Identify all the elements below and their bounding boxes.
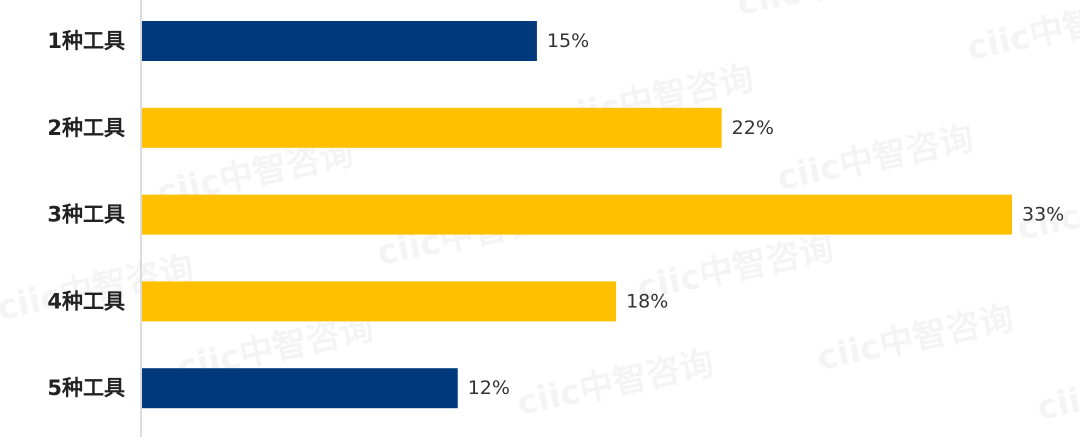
watermark-text: ciic中智咨询 — [1034, 348, 1080, 429]
bars-layer: 1种工具 15% 2种工具 22% 3种工具 33% 4种工具 18% 5种工具 12% — [47, 21, 1064, 409]
value-label: 15% — [547, 30, 589, 52]
value-label: 22% — [732, 117, 774, 139]
bar-3 — [142, 194, 1012, 235]
bar-1 — [142, 21, 537, 61]
watermark-text: ciic中智咨询 — [964, 0, 1080, 69]
bar-2 — [142, 107, 722, 148]
category-label: 1种工具 — [47, 29, 125, 53]
bar-4 — [142, 281, 617, 322]
category-label: 3种工具 — [47, 203, 125, 227]
watermark-text: ciic中智咨询 — [734, 0, 938, 24]
watermark-text: ciic中智咨询 — [814, 298, 1018, 379]
category-label: 2种工具 — [47, 116, 125, 140]
value-label: 33% — [1022, 204, 1064, 226]
value-label: 12% — [468, 377, 510, 399]
watermark-text: ciic中智咨询 — [774, 118, 978, 199]
category-label: 5种工具 — [47, 376, 125, 400]
value-label: 18% — [626, 290, 668, 312]
bar-5 — [142, 368, 458, 409]
category-label: 4种工具 — [47, 289, 125, 313]
watermark-text: ciic中智咨询 — [514, 343, 718, 424]
